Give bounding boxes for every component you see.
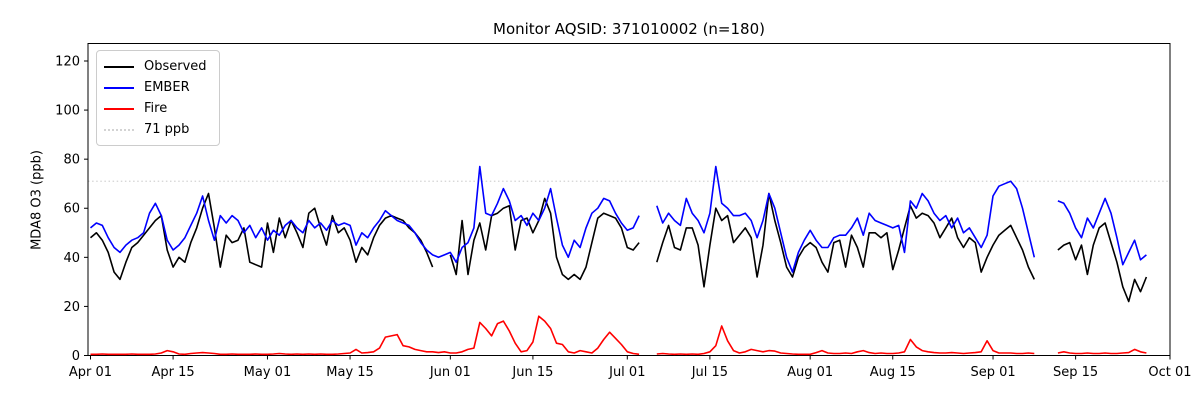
series-line-ember [89, 165, 640, 264]
series-line-observed [89, 192, 434, 281]
y-tick-label: 100 [55, 104, 80, 119]
ember-line-swatch [104, 86, 134, 89]
x-tick-label: Jun 15 [511, 365, 553, 380]
series-line-observed [449, 197, 640, 281]
legend-label: EMBER [144, 80, 190, 95]
observed-line-swatch [104, 65, 134, 68]
legend-label: Fire [144, 101, 168, 116]
x-tick-label: Sep 01 [970, 365, 1015, 380]
legend: Observed EMBER Fire 71 ppb [96, 50, 220, 146]
series-line-observed [1057, 222, 1148, 303]
legend-label: 71 ppb [144, 122, 190, 137]
x-tick-label: Jul 01 [608, 365, 645, 380]
axes-border [87, 43, 1171, 356]
x-tick-label: Apr 15 [151, 365, 194, 380]
x-tick-label: Oct 01 [1148, 365, 1191, 380]
series-line-ember [1057, 197, 1147, 266]
legend-item-observed: Observed [104, 56, 207, 77]
x-tick-label: Aug 01 [787, 365, 833, 380]
series-line-fire [656, 325, 1035, 356]
series-line-ember [656, 165, 1036, 273]
x-tick-label: Jun 01 [429, 365, 471, 380]
legend-item-threshold: 71 ppb [104, 119, 207, 140]
series-line-fire [90, 315, 640, 356]
y-axis-label: MDA8 O3 (ppb) [29, 150, 45, 250]
y-tick-label: 0 [72, 349, 80, 364]
x-tick-label: Apr 01 [69, 365, 112, 380]
x-tick-label: May 01 [244, 365, 292, 380]
x-tick-label: May 15 [326, 365, 374, 380]
y-tick-label: 20 [63, 300, 80, 315]
threshold-line-swatch [104, 128, 134, 131]
legend-label: Observed [144, 59, 207, 74]
x-tick-label: Aug 15 [870, 365, 916, 380]
x-tick-label: Sep 15 [1053, 365, 1098, 380]
y-tick-label: 120 [55, 54, 80, 69]
x-tick-label: Jul 15 [691, 365, 728, 380]
series-line-observed [656, 192, 1036, 288]
legend-item-fire: Fire [104, 98, 207, 119]
y-tick-label: 40 [63, 251, 80, 266]
y-tick-label: 60 [63, 202, 80, 217]
series-line-fire [1057, 348, 1147, 355]
chart-title: Monitor AQSID: 371010002 (n=180) [493, 20, 765, 38]
y-tick-label: 80 [63, 153, 80, 168]
legend-item-ember: EMBER [104, 77, 207, 98]
fire-line-swatch [104, 107, 134, 110]
